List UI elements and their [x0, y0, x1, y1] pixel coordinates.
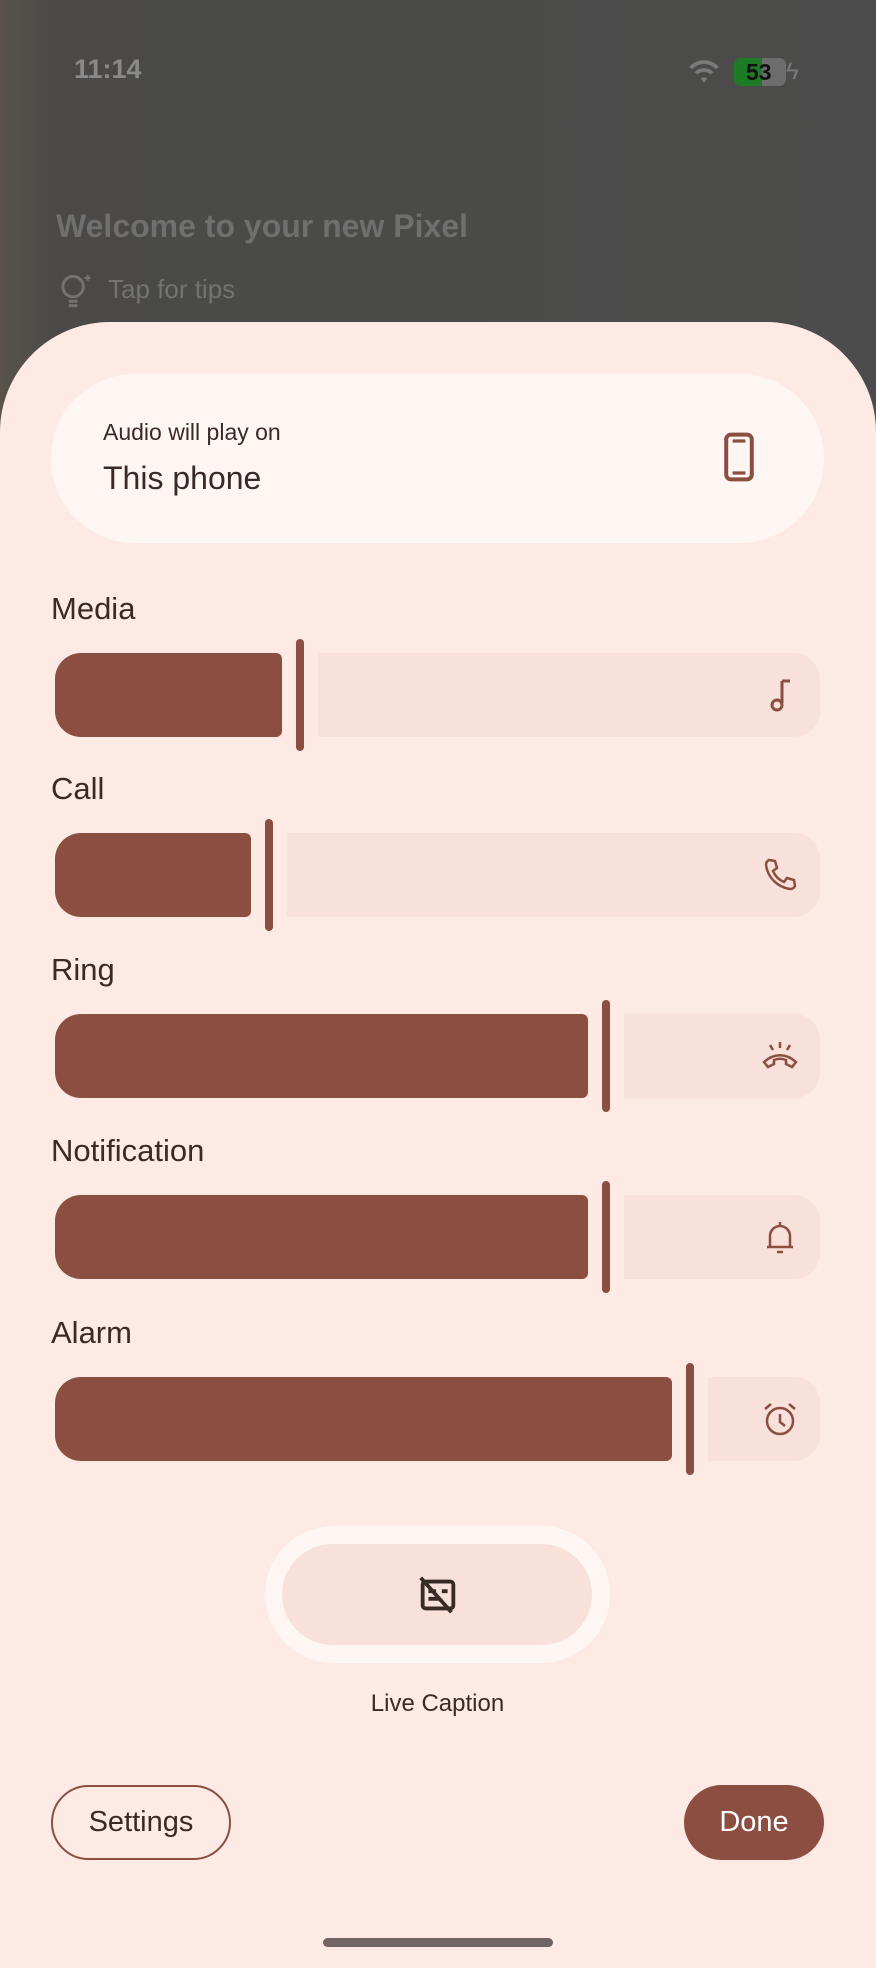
- slider-gap: [610, 1014, 624, 1098]
- slider-fill: [55, 1014, 588, 1098]
- slider-label-notification: Notification: [51, 1133, 205, 1168]
- ring-icon[interactable]: [760, 1036, 800, 1076]
- slider-handle[interactable]: [265, 819, 273, 931]
- slider-gap: [282, 653, 296, 737]
- phone-icon: [724, 432, 754, 482]
- welcome-title: Welcome to your new Pixel: [56, 208, 468, 244]
- phone-call-icon[interactable]: [760, 855, 800, 895]
- done-button[interactable]: Done: [684, 1785, 824, 1860]
- home-indicator[interactable]: [323, 1938, 553, 1947]
- slider-label-alarm: Alarm: [51, 1315, 132, 1350]
- output-device: This phone: [103, 460, 262, 496]
- slider-gap: [588, 1195, 602, 1279]
- slider-handle[interactable]: [686, 1363, 694, 1475]
- tap-for-tips[interactable]: Tap for tips: [108, 274, 236, 304]
- status-time: 11:14: [74, 54, 142, 84]
- output-caption: Audio will play on: [103, 419, 281, 445]
- volume-slider-notification[interactable]: [55, 1181, 820, 1293]
- volume-slider-media[interactable]: [55, 639, 820, 751]
- alarm-icon[interactable]: [760, 1399, 800, 1439]
- live-caption-label: Live Caption: [370, 1690, 505, 1717]
- lightbulb-icon: [61, 274, 91, 308]
- slider-gap: [672, 1377, 686, 1461]
- slider-fill: [55, 833, 251, 917]
- slider-gap: [304, 653, 318, 737]
- slider-fill: [55, 1195, 588, 1279]
- slider-gap: [610, 1195, 624, 1279]
- slider-gap: [588, 1014, 602, 1098]
- slider-handle[interactable]: [602, 1000, 610, 1112]
- slider-fill: [55, 1377, 672, 1461]
- volume-slider-ring[interactable]: [55, 1000, 820, 1112]
- slider-gap: [273, 833, 287, 917]
- slider-label-ring: Ring: [51, 952, 115, 987]
- volume-slider-call[interactable]: [55, 819, 820, 931]
- slider-gap: [694, 1377, 708, 1461]
- music-note-icon[interactable]: [760, 675, 800, 715]
- volume-slider-alarm[interactable]: [55, 1363, 820, 1475]
- slider-handle[interactable]: [602, 1181, 610, 1293]
- settings-button[interactable]: Settings: [51, 1785, 231, 1860]
- slider-label-media: Media: [51, 591, 136, 626]
- caption-off-icon: [419, 1576, 456, 1614]
- battery-icon: 53: [734, 58, 786, 86]
- slider-label-call: Call: [51, 771, 105, 806]
- battery-level: 53: [746, 59, 772, 85]
- slider-gap: [251, 833, 265, 917]
- volume-panel: [0, 322, 876, 1968]
- output-device-card[interactable]: Audio will play on This phone: [51, 374, 824, 543]
- wifi-icon: [689, 60, 719, 83]
- charging-icon: ϟ: [786, 58, 799, 85]
- bell-icon[interactable]: [760, 1217, 800, 1257]
- live-caption-toggle[interactable]: [265, 1526, 610, 1663]
- slider-handle[interactable]: [296, 639, 304, 751]
- slider-fill: [55, 653, 282, 737]
